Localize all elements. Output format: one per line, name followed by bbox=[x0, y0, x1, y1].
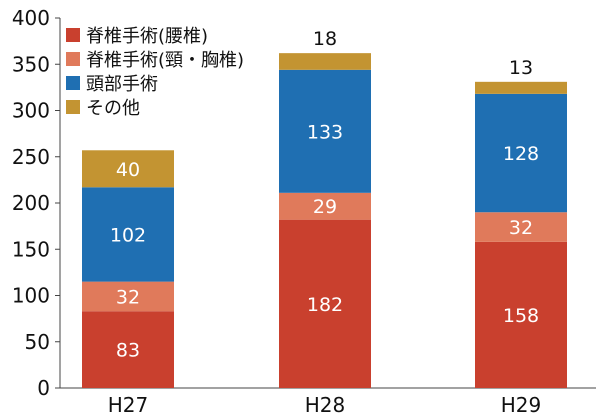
x-category-label: H29 bbox=[501, 393, 542, 417]
y-tick-label: 100 bbox=[12, 284, 50, 308]
data-label: 18 bbox=[313, 28, 337, 50]
y-tick-label: 350 bbox=[12, 52, 50, 76]
x-axis-categories: H27 H28 H29 bbox=[108, 393, 542, 417]
data-label: 158 bbox=[503, 305, 539, 327]
legend-swatch bbox=[66, 76, 80, 90]
bar-segment bbox=[475, 241, 567, 388]
y-tick-label: 400 bbox=[12, 6, 50, 30]
data-label: 29 bbox=[313, 196, 337, 218]
legend-swatch bbox=[66, 52, 80, 66]
bar-segment bbox=[279, 69, 371, 193]
bar-segment bbox=[82, 150, 174, 188]
legend-swatch bbox=[66, 28, 80, 42]
x-category-label: H27 bbox=[108, 393, 149, 417]
bars-group: 83 32 102 40 182 29 133 18 158 32 128 13 bbox=[82, 28, 567, 388]
data-label: 128 bbox=[503, 143, 539, 165]
y-axis-ticks: 0 50 100 150 200 250 300 350 400 bbox=[12, 6, 60, 400]
data-label: 133 bbox=[307, 121, 343, 143]
data-label: 102 bbox=[110, 224, 146, 246]
x-category-label: H28 bbox=[305, 393, 346, 417]
bar-segment bbox=[279, 219, 371, 388]
legend-label: その他 bbox=[86, 98, 140, 119]
y-tick-label: 250 bbox=[12, 145, 50, 169]
data-label: 40 bbox=[116, 159, 140, 181]
bar-segment bbox=[82, 187, 174, 282]
bar-segment bbox=[279, 53, 371, 70]
legend-label: 頭部手術 bbox=[86, 74, 158, 95]
legend-swatch bbox=[66, 100, 80, 114]
y-tick-label: 200 bbox=[12, 191, 50, 215]
y-tick-label: 300 bbox=[12, 99, 50, 123]
data-label: 32 bbox=[509, 217, 533, 239]
bar-segment bbox=[82, 281, 174, 312]
bar-segment bbox=[475, 81, 567, 94]
data-label: 83 bbox=[116, 340, 140, 362]
data-label: 32 bbox=[116, 286, 140, 308]
y-tick-label: 150 bbox=[12, 237, 50, 261]
data-label: 182 bbox=[307, 294, 343, 316]
legend-label: 脊椎手術(腰椎) bbox=[86, 26, 208, 47]
data-label: 13 bbox=[509, 57, 533, 79]
bar-segment bbox=[475, 93, 567, 213]
y-tick-label: 50 bbox=[25, 330, 50, 354]
bar-segment bbox=[82, 311, 174, 388]
bar-segment bbox=[279, 192, 371, 220]
legend-label: 脊椎手術(頸・胸椎) bbox=[86, 50, 244, 71]
bar-segment bbox=[475, 212, 567, 242]
y-tick-label: 0 bbox=[37, 376, 50, 400]
